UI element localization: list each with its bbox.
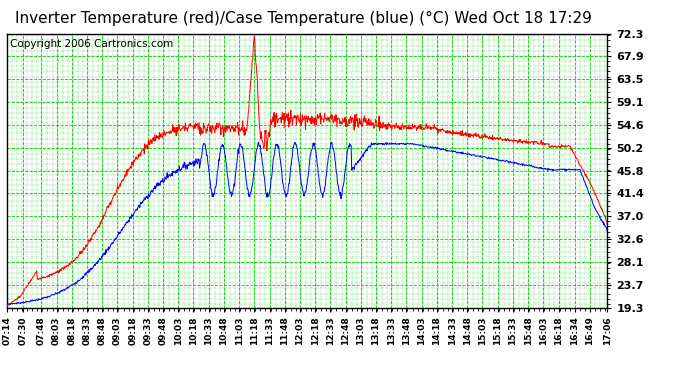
Text: Copyright 2006 Cartronics.com: Copyright 2006 Cartronics.com — [10, 39, 173, 49]
Text: Inverter Temperature (red)/Case Temperature (blue) (°C) Wed Oct 18 17:29: Inverter Temperature (red)/Case Temperat… — [15, 11, 592, 26]
